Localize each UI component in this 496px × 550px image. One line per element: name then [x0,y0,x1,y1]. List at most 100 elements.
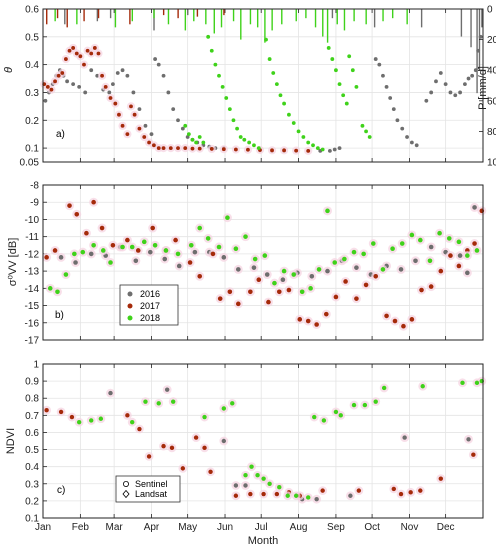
data-point [294,148,299,153]
data-point [252,143,256,148]
data-point [409,140,414,145]
data-point [332,260,338,265]
data-point [67,203,72,208]
data-point [91,199,96,205]
data-point [125,413,130,418]
data-point [131,90,136,95]
data-point [88,251,94,257]
precip-bar [184,9,187,31]
data-point [129,244,135,250]
data-point [472,205,477,210]
y-tick-label: 0.6 [25,428,39,439]
data-point [125,237,130,243]
data-point [308,286,313,291]
data-point [465,270,470,276]
data-point [233,493,239,498]
data-point [333,409,339,415]
precip-bar [223,9,225,16]
y-tick-label: 0.1 [25,514,39,525]
y-tick-label: 1 [33,360,39,371]
data-point [58,255,64,260]
data-point [193,435,199,440]
data-point [84,230,89,236]
data-point [190,146,195,151]
x-tick-label: Nov [401,522,419,533]
data-point [67,48,72,53]
data-point [188,242,194,248]
y-tick-label: -15 [25,301,40,312]
data-point [266,299,271,305]
y-tick-label: 0.5 [25,32,39,43]
data-point [429,90,434,95]
data-point [344,101,349,106]
data-point [247,140,252,145]
data-point [474,380,480,386]
data-point [314,322,319,327]
data-point [117,112,121,117]
data-point [91,242,96,248]
data-point [264,272,270,277]
data-point [120,68,125,73]
data-point [281,268,287,274]
data-point [471,452,476,457]
data-point [312,414,317,420]
data-point [89,51,94,56]
precip-bar [406,9,408,25]
data-point [280,277,286,283]
panel-label: c) [57,485,65,496]
precip-bar [66,9,68,28]
data-point [361,251,366,257]
precip-bar [460,9,463,37]
precip-bar [96,9,99,22]
data-point [347,54,352,59]
data-point [243,483,248,488]
data-point [58,409,64,415]
x-tick-label: Feb [72,522,90,533]
data-point [146,454,152,459]
x-tick-label: Sep [327,522,345,533]
precip-bar [295,9,297,22]
data-point [305,318,311,324]
precip-bar [249,9,252,25]
data-point [235,126,239,131]
data-point [364,129,368,134]
data-point [73,260,78,265]
data-point [243,473,248,478]
data-point [137,126,142,131]
data-point [251,265,257,270]
data-point [384,84,389,89]
data-point [72,251,77,257]
data-point [309,273,315,279]
data-point [161,146,166,150]
data-point [213,62,218,67]
data-point [321,418,327,423]
x-axis-label: Month [248,535,279,547]
data-point [238,135,243,139]
data-point [246,147,250,152]
data-point [297,317,303,322]
data-point [325,268,330,274]
data-point [342,256,347,262]
data-point [351,402,357,408]
data-point [278,93,283,98]
data-point [187,260,193,265]
y-tick-label: 0.8 [25,394,39,405]
data-point [282,101,286,106]
data-point [120,123,125,128]
precip-bar [264,9,266,43]
data-point [291,121,296,125]
data-point [323,311,329,317]
data-point [256,146,261,150]
y-tick-label: 0.05 [20,158,40,169]
panel-c: 0.1 0.2 0.3 0.4 0.5 0.6 0.7 0.8 0.9 1 Jan Feb Mar Apr… [5,360,487,547]
y-tick-label: 0.6 [25,5,39,16]
y2-tick-label: 20 [487,35,496,46]
data-point [197,273,203,279]
data-point [446,236,452,241]
precip-bar [382,9,384,22]
legend-marker-2018 [127,315,133,321]
precip-bar [205,9,207,25]
precip-bar [76,9,78,25]
data-point [96,51,101,56]
